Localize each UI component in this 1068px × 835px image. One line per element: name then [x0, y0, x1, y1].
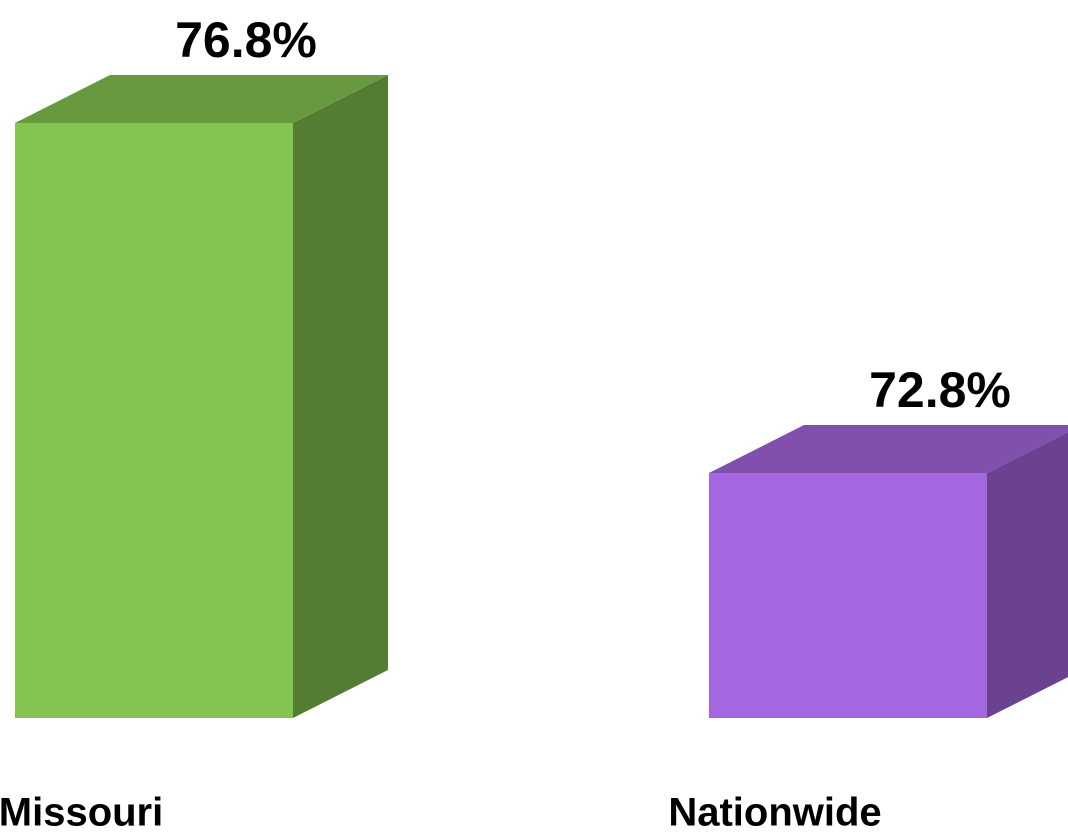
x-tick-label: Missouri [0, 791, 163, 835]
bar-side [293, 75, 388, 718]
bar-side [987, 432, 1068, 718]
value-label: 76.8% [175, 12, 317, 68]
x-tick-label: Nationwide [668, 791, 881, 835]
bar [709, 473, 987, 718]
bar-top [709, 425, 1068, 473]
bar-top [15, 75, 388, 123]
value-label: 72.8% [869, 362, 1011, 418]
bar [15, 123, 293, 718]
